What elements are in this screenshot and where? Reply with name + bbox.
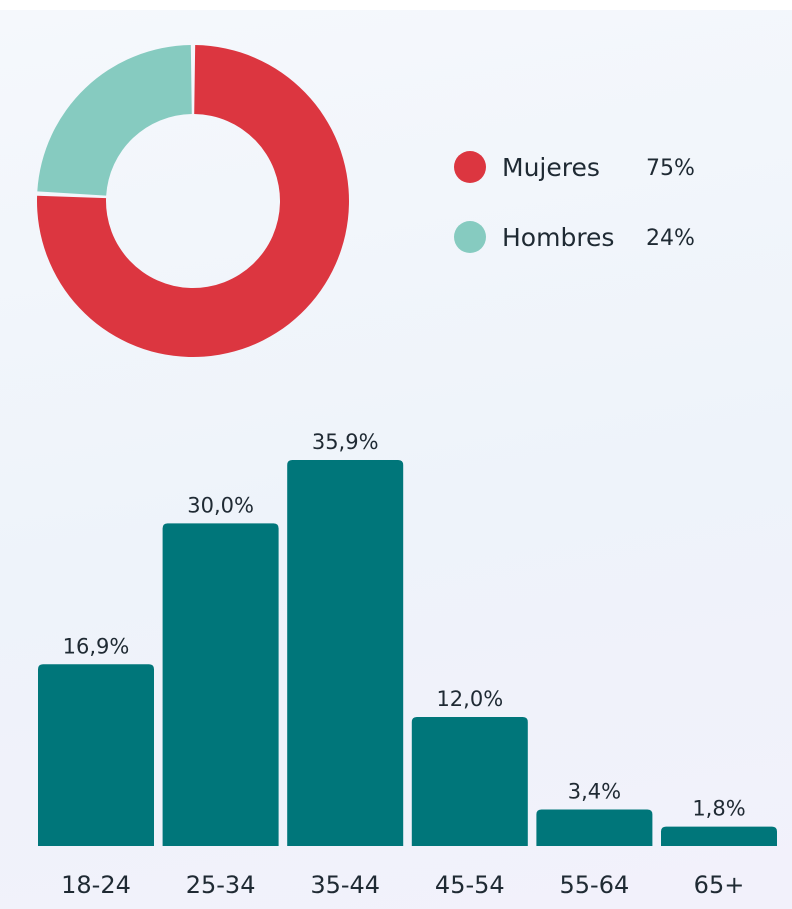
age-bar-chart: 16,9% 18-24 30,0% 25-34 35,9% 35-44 12,0% 45-54… <box>38 430 777 899</box>
bar-55-64 <box>536 809 653 846</box>
donut-slice-mujeres <box>37 45 349 358</box>
legend-swatch-mujeres <box>454 151 486 183</box>
bar-value-label: 16,9% <box>63 634 130 658</box>
donut-slice-hombres <box>37 45 192 196</box>
bar-value-label: 1,8% <box>692 797 745 821</box>
x-tick-label: 18-24 <box>61 871 131 899</box>
bar-65+ <box>661 826 777 846</box>
bar-value-label: 35,9% <box>312 430 379 454</box>
chart-panel: Mujeres 75% Hombres 24% 16,9% 18-24 30,0% 25-3… <box>0 10 792 909</box>
bar-value-label: 30,0% <box>187 493 254 517</box>
legend-value-mujeres: 75% <box>646 156 695 181</box>
legend-label-hombres: Hombres <box>502 223 614 252</box>
x-tick-label: 35-44 <box>310 871 380 899</box>
legend-swatch-hombres <box>454 221 486 253</box>
gender-donut-chart <box>37 45 349 358</box>
bar-value-label: 3,4% <box>568 779 621 803</box>
bar-25-34 <box>162 523 279 846</box>
demographics-chart: Mujeres 75% Hombres 24% 16,9% 18-24 30,0% 25-3… <box>37 45 777 899</box>
x-tick-label: 45-54 <box>435 871 505 899</box>
x-tick-label: 25-34 <box>186 871 256 899</box>
gender-legend: Mujeres 75% Hombres 24% <box>454 151 695 253</box>
legend-label-mujeres: Mujeres <box>502 153 600 182</box>
top-strip <box>0 0 770 10</box>
x-tick-label: 55-64 <box>560 871 630 899</box>
legend-value-hombres: 24% <box>646 226 695 251</box>
bar-18-24 <box>38 664 154 846</box>
bar-value-label: 12,0% <box>436 687 503 711</box>
bar-35-44 <box>287 460 404 846</box>
bar-45-54 <box>411 716 528 846</box>
x-tick-label: 65+ <box>694 871 745 899</box>
